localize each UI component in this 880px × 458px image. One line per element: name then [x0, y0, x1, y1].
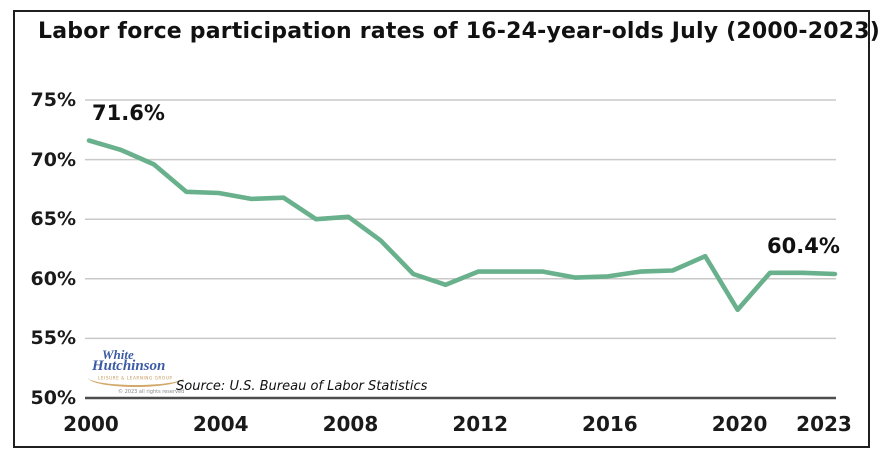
- participation-rate-line: [86, 138, 838, 313]
- y-tick-label-75: 75%: [30, 89, 76, 111]
- y-tick-label-60: 60%: [30, 267, 76, 290]
- x-tick-label-2000: 2000: [63, 412, 119, 436]
- logo-word-white: White: [102, 347, 134, 362]
- logo-tagline: LEISURE & LEARNING GROUP: [98, 376, 173, 382]
- end-value-annotation: 60.4%: [767, 234, 840, 258]
- y-tick-label-65: 65%: [30, 208, 76, 231]
- start-value-annotation: 71.6%: [92, 101, 165, 125]
- source-note: Source: U.S. Bureau of Labor Statistics: [176, 379, 428, 394]
- logo-word-hutchinson: Hutchinson: [92, 358, 166, 374]
- x-tick-label-2004: 2004: [192, 412, 249, 436]
- x-tick-label-2008: 2008: [322, 412, 379, 436]
- chart-title: Labor force participation rates of 16-24…: [38, 19, 880, 44]
- logo-swoosh: LEISURE & LEARNING GROUP: [88, 375, 184, 387]
- logo-copyright: © 2023 all rights reserved: [118, 389, 185, 395]
- y-tick-label-55: 55%: [30, 327, 76, 350]
- y-tick-label-50: 50%: [30, 387, 76, 409]
- x-tick-label-2023: 2023: [796, 412, 852, 436]
- x-tick-label-2020: 2020: [711, 412, 768, 436]
- y-tick-label-70: 70%: [30, 148, 76, 171]
- logo: White Hutchinson LEISURE & LEARNING GROU…: [88, 348, 200, 395]
- x-tick-label-2016: 2016: [582, 412, 638, 436]
- x-tick-label-2012: 2012: [452, 412, 508, 436]
